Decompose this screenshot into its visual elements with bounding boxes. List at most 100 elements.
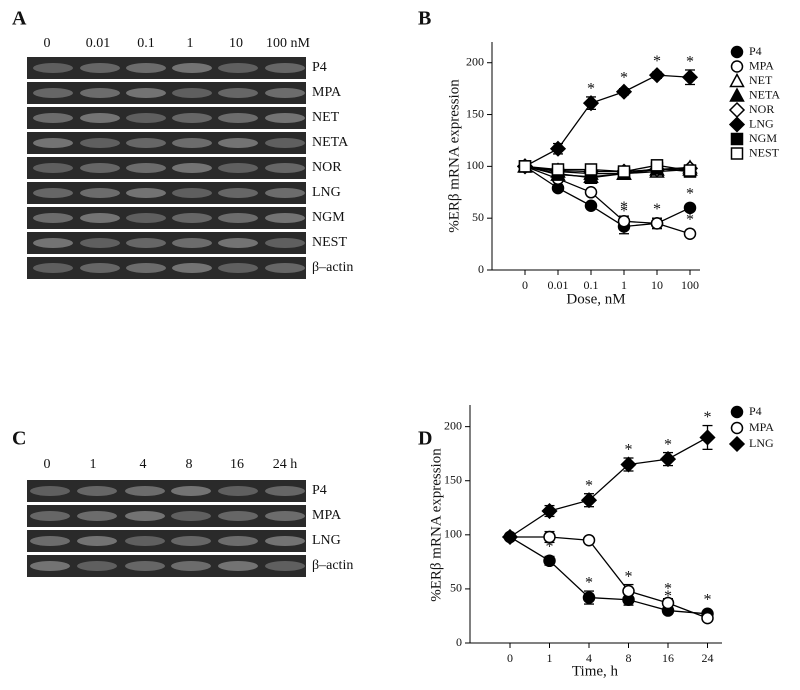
gel-strip — [27, 480, 306, 502]
x-tick-label: 0.01 — [548, 278, 569, 292]
significance-mark: * — [704, 591, 712, 608]
gel-band — [265, 486, 305, 496]
gel-band — [33, 213, 73, 223]
y-tick-label: 200 — [466, 54, 484, 68]
gel-band — [172, 213, 212, 223]
gel-band — [218, 88, 258, 98]
x-tick-label: 0 — [522, 278, 528, 292]
gel-band — [125, 536, 165, 546]
y-tick-label: 0 — [478, 262, 484, 276]
legend-label: P4 — [749, 404, 762, 418]
legend-label: LNG — [749, 436, 774, 450]
legend-label: P4 — [749, 44, 762, 58]
gel-band — [80, 113, 120, 123]
gel-band — [126, 63, 166, 73]
x-tick-label: 16 — [662, 651, 674, 665]
lane-label: 1 — [187, 36, 194, 51]
lane-label: 8 — [186, 457, 193, 472]
gel-strip — [27, 232, 306, 254]
data-point — [584, 199, 598, 212]
gel-band — [172, 88, 212, 98]
row-label: β–actin — [312, 260, 353, 275]
row-label: β–actin — [312, 558, 353, 573]
data-point — [501, 528, 519, 546]
gel-band — [126, 88, 166, 98]
gel-band — [218, 138, 258, 148]
gel-band — [33, 238, 73, 248]
gel-band — [218, 113, 258, 123]
significance-mark: * — [664, 581, 672, 598]
gel-band — [33, 263, 73, 273]
series-line — [510, 536, 708, 619]
data-point — [551, 163, 565, 176]
gel-band — [171, 561, 211, 571]
gel-band — [80, 213, 120, 223]
significance-mark: * — [686, 185, 694, 202]
legend-marker — [729, 72, 745, 88]
panel-letter: C — [12, 428, 26, 450]
y-tick-label: 200 — [444, 418, 462, 432]
gel-band — [218, 63, 258, 73]
data-point — [543, 530, 556, 544]
y-tick-label: 0 — [456, 635, 462, 649]
gel-band — [126, 238, 166, 248]
gel-band — [265, 213, 305, 223]
lane-label: 100 nM — [266, 36, 311, 51]
data-point — [683, 227, 697, 240]
significance-mark: * — [625, 568, 633, 585]
data-point — [701, 611, 714, 625]
gel-band — [33, 113, 73, 123]
x-tick-label: 0 — [507, 651, 513, 665]
y-tick-label: 100 — [444, 527, 462, 541]
row-label: NET — [312, 110, 340, 125]
legend-label: MPA — [749, 58, 774, 72]
gel-band — [265, 88, 305, 98]
legend-label: NETA — [749, 87, 780, 101]
significance-mark: * — [587, 81, 595, 98]
gel-band — [172, 113, 212, 123]
data-point — [541, 502, 558, 520]
significance-mark: * — [686, 54, 694, 71]
significance-mark: * — [664, 588, 672, 605]
legend-marker — [728, 101, 746, 119]
legend-marker — [730, 45, 744, 59]
gel-strip — [27, 555, 306, 577]
data-point — [584, 163, 598, 176]
gel-band — [265, 561, 305, 571]
gel-band — [80, 88, 120, 98]
gel-strip — [27, 182, 306, 204]
y-tick-label: 150 — [444, 472, 462, 486]
y-axis-label: %ERβ mRNA expression — [428, 448, 444, 602]
row-label: P4 — [312, 483, 327, 498]
gel-strip — [27, 132, 306, 154]
data-point — [615, 83, 633, 100]
row-label: P4 — [312, 60, 327, 75]
gel-band — [218, 238, 258, 248]
gel-band — [218, 188, 258, 198]
significance-mark: * — [620, 69, 628, 86]
significance-mark: * — [653, 53, 661, 70]
row-label: NEST — [312, 235, 347, 250]
legend-marker — [728, 435, 746, 453]
series-line — [524, 74, 691, 167]
gel-band — [265, 511, 305, 521]
y-tick-label: 50 — [472, 210, 484, 224]
gel-band — [80, 63, 120, 73]
legend-marker — [729, 87, 745, 102]
gel-band — [265, 138, 305, 148]
gel-band — [33, 163, 73, 173]
significance-mark: * — [546, 538, 554, 555]
legend-marker — [730, 421, 744, 435]
gel-band — [218, 163, 258, 173]
gel-band — [125, 511, 165, 521]
data-point — [659, 451, 677, 468]
gel-band — [265, 113, 305, 123]
gel-band — [218, 486, 258, 496]
x-tick-label: 8 — [626, 651, 632, 665]
gel-strip — [27, 257, 306, 279]
gel-band — [265, 63, 305, 73]
data-point — [620, 456, 637, 473]
significance-mark: * — [620, 199, 628, 216]
series-line — [524, 165, 691, 235]
gel-band — [33, 188, 73, 198]
